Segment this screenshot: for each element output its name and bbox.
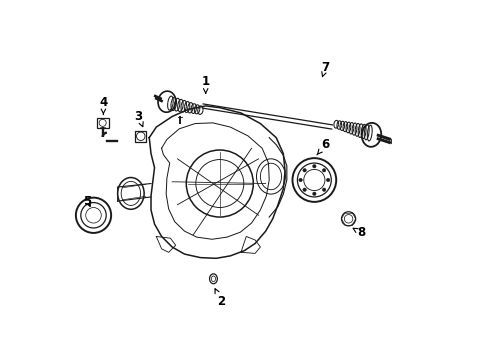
Text: 3: 3 <box>134 110 143 127</box>
Text: 8: 8 <box>352 226 365 239</box>
Text: 5: 5 <box>83 195 91 208</box>
Circle shape <box>322 188 325 192</box>
Text: 7: 7 <box>321 60 329 77</box>
Text: 2: 2 <box>215 289 225 308</box>
Circle shape <box>298 178 302 182</box>
Circle shape <box>325 178 329 182</box>
Circle shape <box>322 168 325 172</box>
Text: 6: 6 <box>316 138 329 155</box>
Circle shape <box>302 188 306 192</box>
Text: 1: 1 <box>201 75 209 94</box>
Text: 4: 4 <box>99 96 107 114</box>
Circle shape <box>312 192 315 195</box>
Circle shape <box>302 168 306 172</box>
Circle shape <box>312 165 315 168</box>
